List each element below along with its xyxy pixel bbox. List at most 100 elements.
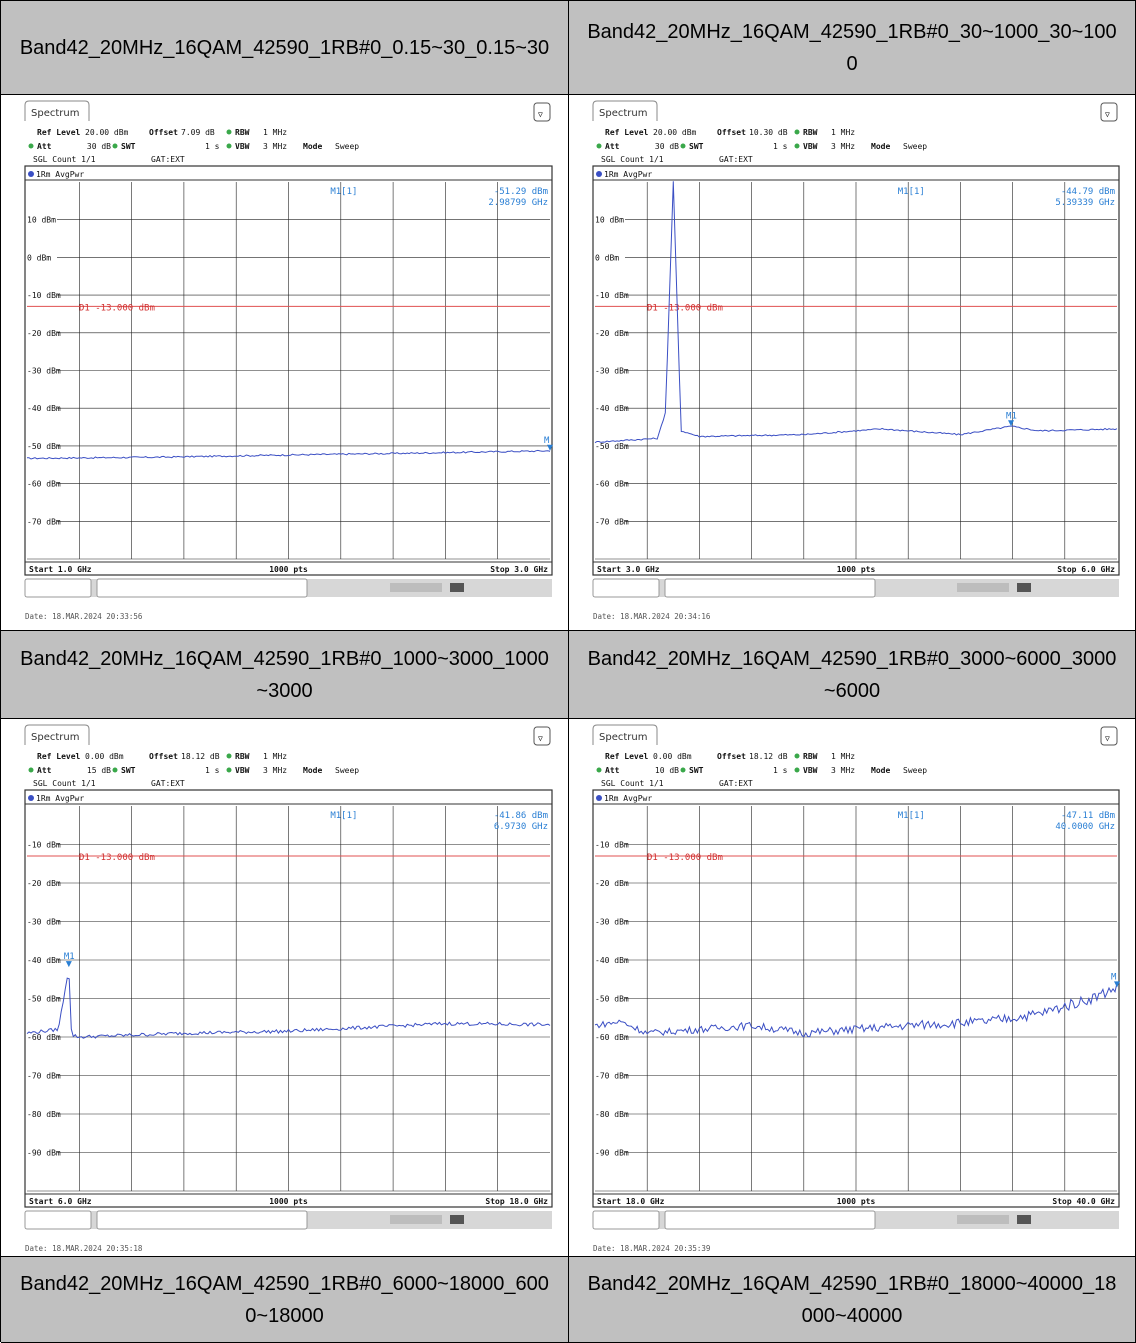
att-value: 15 dB <box>87 766 111 775</box>
att-label: Att <box>37 766 52 775</box>
x-stop-label: Stop 18.0 GHz <box>485 1197 548 1206</box>
status-field-left <box>592 578 660 598</box>
swt-indicator <box>112 767 118 773</box>
marker-label: M1 <box>1006 411 1017 421</box>
status-field-main <box>664 578 876 598</box>
mode-value: Sweep <box>903 766 927 775</box>
gat-ext: GAT:EXT <box>719 779 753 788</box>
x-start-label: Start 3.0 GHz <box>597 565 660 574</box>
plot-frame <box>592 165 1120 576</box>
vbw-label: VBW <box>235 142 250 151</box>
points-label: 1000 pts <box>837 565 876 574</box>
vbw-value: 3 MHz <box>263 142 287 151</box>
y-tick-label: -20 dBm <box>27 879 61 888</box>
y-tick-label: -70 dBm <box>595 1072 629 1081</box>
y-tick-label: -40 dBm <box>595 404 629 413</box>
marker-name: M1[1] <box>330 811 357 821</box>
plot-frame <box>24 165 553 576</box>
vbw-value: 3 MHz <box>831 142 855 151</box>
display-config-icon <box>533 102 551 122</box>
att-value: 30 dB <box>87 142 111 151</box>
spectrum-tab <box>592 724 658 745</box>
status-field-left <box>24 1210 92 1230</box>
offset-label: Offset <box>149 128 178 137</box>
mode-value: Sweep <box>335 142 359 151</box>
offset-value: 10.30 dB <box>749 128 788 137</box>
y-tick-label: -20 dBm <box>27 329 61 338</box>
ref-level-value: 20.00 dBm <box>85 128 129 137</box>
trace-label: 1Rm AvgPwr <box>604 794 652 803</box>
status-icon <box>450 1215 464 1224</box>
header-text-2: Band42_20MHz_16QAM_42590_1RB#0_30~1000_3… <box>587 20 1117 75</box>
spectrum-tab-label: Spectrum <box>599 108 647 119</box>
y-tick-label: -30 dBm <box>595 918 629 927</box>
points-label: 1000 pts <box>269 565 308 574</box>
header-text-1: Band42_20MHz_16QAM_42590_1RB#0_0.15~30_0… <box>19 36 550 59</box>
trace-indicator <box>596 171 602 177</box>
plot-frame <box>24 789 553 1208</box>
vbw-indicator <box>226 143 232 149</box>
y-tick-label: -80 dBm <box>27 1110 61 1119</box>
status-progress <box>957 1215 1009 1224</box>
spectrum-tab-label: Spectrum <box>31 732 79 743</box>
trace-line <box>26 449 551 460</box>
y-tick-label: -60 dBm <box>27 480 61 489</box>
display-config-glyph: ▽ <box>538 734 543 743</box>
offset-label: Offset <box>717 128 746 137</box>
mode-value: Sweep <box>335 766 359 775</box>
header-text-5: Band42_20MHz_16QAM_42590_1RB#0_6000~1800… <box>20 1272 549 1327</box>
att-indicator <box>28 767 34 773</box>
swt-label: SWT <box>689 142 704 151</box>
y-tick-label: -60 dBm <box>595 1033 629 1042</box>
spectrum-tab <box>24 724 90 745</box>
swt-label: SWT <box>121 766 136 775</box>
swt-indicator <box>680 143 686 149</box>
offset-value: 7.09 dB <box>181 128 215 137</box>
status-field-main <box>664 1210 876 1230</box>
marker-triangle <box>1008 420 1015 427</box>
header-cell-6: Band42_20MHz_16QAM_42590_1RB#0_18000~400… <box>569 1257 1136 1343</box>
x-stop-label: Stop 3.0 GHz <box>490 565 548 574</box>
capture-date: Date: 18.MAR.2024 20:34:16 <box>593 612 711 621</box>
header-text-3: Band42_20MHz_16QAM_42590_1RB#0_1000~3000… <box>20 647 549 702</box>
rbw-value: 1 MHz <box>831 128 855 137</box>
y-tick-label: 0 dBm <box>595 253 619 262</box>
y-tick-label: -40 dBm <box>27 956 61 965</box>
trace-label: 1Rm AvgPwr <box>36 170 84 179</box>
display-config-icon <box>1100 726 1118 746</box>
y-tick-label: -30 dBm <box>595 367 629 376</box>
status-icon <box>1017 583 1031 592</box>
ref-level-label: Ref Level <box>605 752 649 761</box>
capture-date: Date: 18.MAR.2024 20:35:39 <box>593 1244 710 1253</box>
att-value: 30 dB <box>655 142 679 151</box>
limit-label: D1 -13.000 dBm <box>647 303 723 313</box>
swt-indicator <box>112 143 118 149</box>
limit-label: D1 -13.000 dBm <box>647 853 723 863</box>
marker-freq: 40.0000 GHz <box>1055 822 1115 832</box>
header-text-6: Band42_20MHz_16QAM_42590_1RB#0_18000~400… <box>587 1272 1117 1327</box>
swt-value: 1 s <box>773 142 788 151</box>
spectrum-tab-label: Spectrum <box>31 108 79 119</box>
plot-frame <box>592 789 1120 1208</box>
ref-level-label: Ref Level <box>37 752 81 761</box>
spectrum-plot-2: Spectrum ▽ Ref Level 20.00 dBm Offset 10.30 d… <box>569 95 1135 630</box>
status-field-left <box>24 578 92 598</box>
swt-label: SWT <box>121 142 136 151</box>
header-cell-5: Band42_20MHz_16QAM_42590_1RB#0_6000~1800… <box>1 1257 569 1343</box>
vbw-label: VBW <box>803 766 818 775</box>
y-tick-label: 0 dBm <box>27 253 51 262</box>
x-stop-label: Stop 40.0 GHz <box>1052 1197 1115 1206</box>
x-start-label: Start 6.0 GHz <box>29 1197 92 1206</box>
marker-triangle <box>65 961 72 968</box>
marker-value: -51.29 dBm <box>494 187 548 197</box>
y-tick-label: -80 dBm <box>595 1110 629 1119</box>
marker-name: M1[1] <box>898 811 925 821</box>
rbw-value: 1 MHz <box>263 752 287 761</box>
marker-label: M1 <box>64 952 75 962</box>
y-tick-label: -50 dBm <box>27 442 61 451</box>
marker-triangle <box>1114 981 1120 988</box>
mode-value: Sweep <box>903 142 927 151</box>
mode-label: Mode <box>303 142 322 151</box>
att-label: Att <box>605 766 620 775</box>
